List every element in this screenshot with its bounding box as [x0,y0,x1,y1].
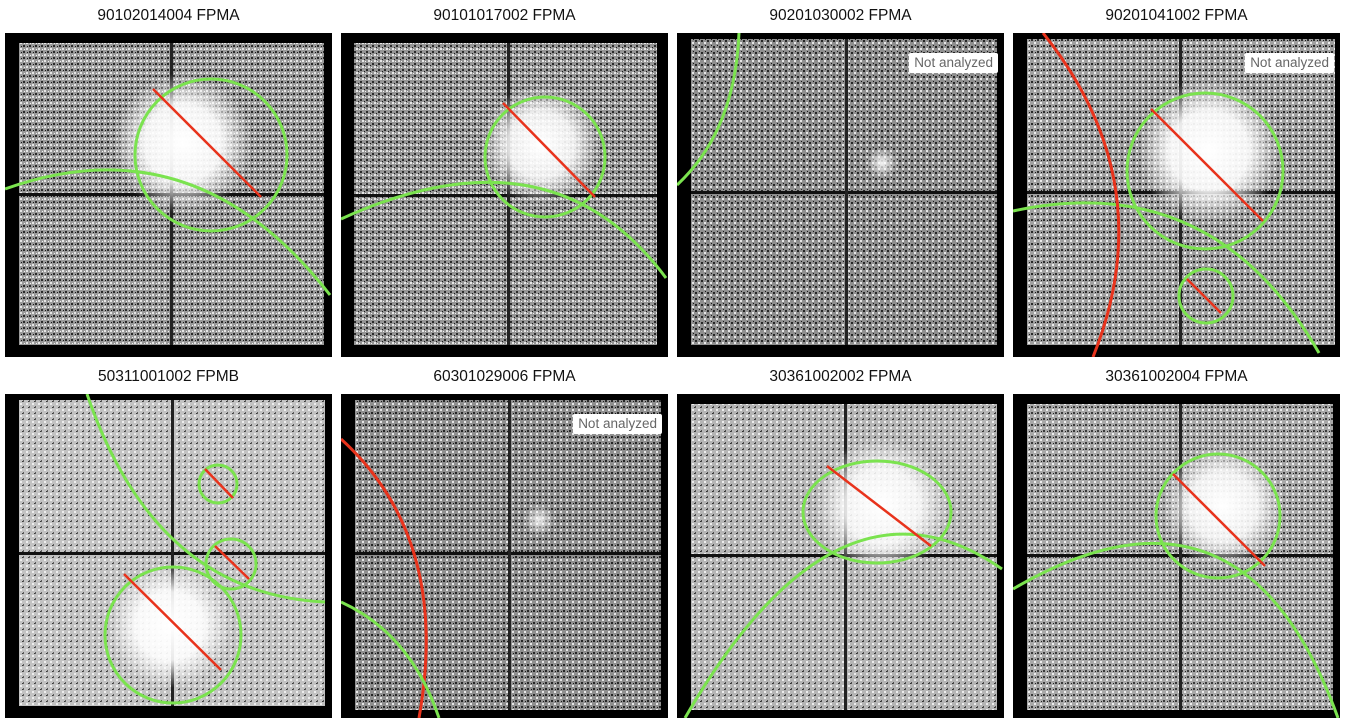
panel-title: 90102014004 FPMA [97,7,240,24]
source-region-circle [483,95,607,219]
region-diameter-line [152,88,262,198]
faint-source-glow [523,504,555,536]
panel-4: 90201041002 FPMA [1013,2,1340,358]
panel-title: 90201030002 FPMA [769,7,912,24]
detector-image-svg [5,33,332,357]
chip-gap-vertical [1179,404,1182,710]
secondary-diameter-line [1186,278,1222,314]
source-region-circle [133,77,289,233]
chip-gap-vertical [171,400,174,706]
background-region-arc [85,394,326,604]
tertiary-diameter-line [214,545,250,580]
detector-image-svg [341,394,668,718]
panel-title: 90101017002 FPMA [433,7,576,24]
panel-title: 60301029006 FPMA [433,368,576,385]
source-glow [108,564,232,688]
source-region-circle [1125,91,1285,251]
source-glow [1137,79,1281,223]
detector-image [1013,394,1340,718]
source-glow [481,85,601,205]
panel-3: 90201030002 FPMA Not anal [677,2,1004,358]
faint-source-glow [866,147,898,179]
chip-gap-horizontal [354,194,657,197]
excluded-region-arc [341,437,428,718]
detector-image-svg [1013,33,1340,357]
source-region-circle [1154,452,1282,580]
detector-image-svg [677,33,1004,357]
panel-7: 30361002002 FPMA [677,363,1004,719]
panel-title: 90201041002 FPMA [1105,7,1248,24]
panel-title: 50311001002 FPMB [97,368,240,385]
panel-2: 90101017002 FPMA [341,2,668,358]
source-glow [113,73,253,213]
chip-gap-vertical [845,39,848,345]
panel-1: 90102014004 FPMA [5,2,332,358]
secondary-diameter-line [204,468,234,499]
not-analyzed-badge: Not analyzed [909,53,998,73]
background-region-arc [1013,201,1321,354]
background-region-arc [341,180,668,279]
background-region-arc [5,168,332,296]
region-diameter-line [1150,108,1264,222]
background-region-arc [341,600,441,718]
detector-image-svg [5,394,332,718]
not-analyzed-badge: Not analyzed [1245,53,1334,73]
detector-image: Not analyzed [1013,33,1340,357]
panel-title: 30361002004 FPMA [1105,368,1248,385]
detector-image [5,394,332,718]
panel-5: 50311001002 FPMB [5,363,332,719]
panel-6: 60301029006 FPMA N [341,363,668,719]
region-diameter-line [826,465,932,547]
detector-image: Not analyzed [677,33,1004,357]
region-diameter-line [123,573,222,671]
background-region-arc [677,33,741,187]
source-glow [814,438,950,574]
background-region-arc [1013,541,1340,718]
chip-gap-vertical [508,400,511,710]
secondary-region-circle [1177,267,1235,325]
region-diameter-line [502,102,596,198]
detector-image-svg [1013,394,1340,718]
detector-image-svg [677,394,1004,718]
not-analyzed-badge: Not analyzed [573,414,662,434]
panel-title: 30361002002 FPMA [769,368,912,385]
detector-image [677,394,1004,718]
secondary-region-circle [197,463,239,505]
source-glow [1161,444,1285,568]
detector-image-svg [341,33,668,357]
background-region-arc [683,532,1003,718]
excluded-region-arc [1041,33,1121,357]
region-diameter-line [1172,473,1266,567]
panel-8: 30361002004 FPMA [1013,363,1340,719]
chip-gap-horizontal [691,191,997,194]
source-region-ellipse [801,459,953,565]
detector-image [5,33,332,357]
detector-image [341,33,668,357]
source-region-circle [103,565,243,705]
detector-image: Not analyzed [341,394,668,718]
